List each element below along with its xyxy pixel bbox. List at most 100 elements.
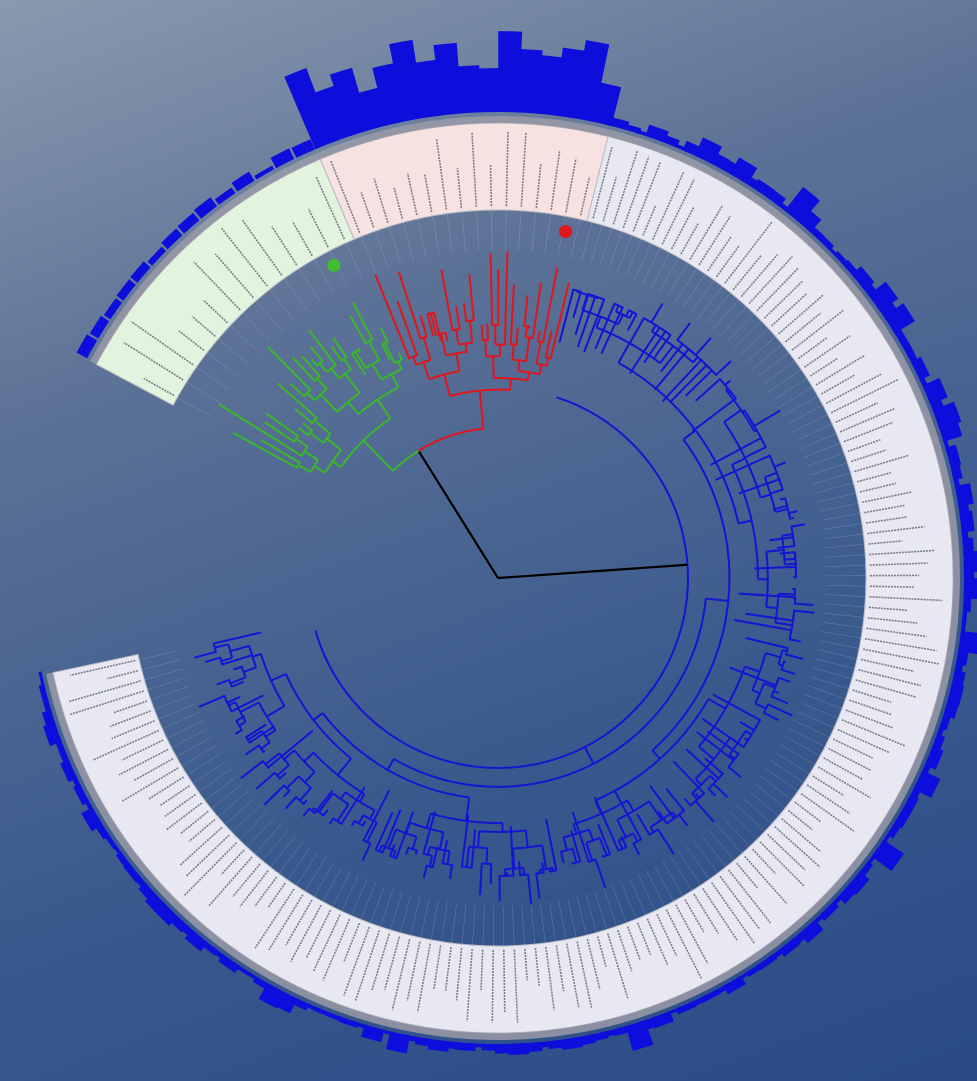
branch-stem [775,621,793,627]
branch-tip [629,326,661,374]
branch-arc [311,417,318,424]
branch-arc [293,749,316,773]
leaf-bar [161,228,183,250]
branch-tip [770,488,784,495]
branch-stem [303,751,315,763]
branch-arc [428,370,460,381]
branch-tip [694,337,712,357]
branch-stem [535,341,542,364]
leaf-guide-line [189,761,227,787]
branch-tip [729,666,777,687]
leaf-guide-line [344,239,363,280]
branch-stem [326,437,342,451]
leaf-guide-line [765,767,802,794]
branch-stem [708,698,726,710]
leaf-label [646,918,669,965]
branch-tip [230,694,264,713]
leaf-guide-line [806,451,848,467]
branch-tip [577,295,597,348]
branch-stem [485,847,489,864]
branch-tip [233,432,298,469]
leaf-label [550,150,561,210]
leaf-label [830,378,899,414]
leaf-bar [38,671,46,692]
leaf-guide-line [775,752,814,777]
leaf-label [424,174,433,213]
branch-tip [654,334,672,358]
branch-arc [395,828,417,838]
leaf-label [707,235,732,272]
leaf-bar [116,279,136,301]
branch-stem [295,437,309,448]
leaf-guide-line [476,206,480,251]
branch-tip [431,846,439,869]
leaf-guide-line [814,481,858,494]
leaf-guide-line [697,283,726,319]
leaf-guide-line [549,901,557,946]
leaf-label [812,775,845,797]
branch-tip [245,723,267,739]
branch-arc [408,354,418,360]
leaf-guide-line [780,744,819,768]
branch-stem [651,324,657,332]
leaf-label [839,407,896,433]
branch-arc [536,362,547,367]
leaf-label [759,841,805,887]
leaf-label [809,357,839,377]
leaf-label [107,669,138,680]
leaf-guide-line [682,270,709,308]
leaf-guide-line [778,384,817,408]
leaf-guide-line [505,206,507,251]
branch-tip [515,327,519,346]
leaf-label [823,757,863,781]
leaf-guide-line [708,829,737,864]
leaf-label [670,206,695,250]
leaf-label [143,377,175,397]
leaf-bar [76,334,98,359]
leaf-guide-line [373,227,389,269]
leaf-guide-line [705,289,734,325]
leaf-label [164,793,196,818]
leaf-guide-line [296,264,321,303]
leaf-guide-line [712,296,742,331]
branch-stem [238,720,247,727]
leaf-label [391,939,411,1011]
branch-tip [449,864,454,879]
branch-arc [423,852,433,857]
leaf-label [781,818,822,853]
leaf-guide-line [539,903,547,947]
branch-tip [405,846,410,855]
branch-stem [484,339,488,357]
leaf-guide-line [461,207,466,252]
leaf-label [847,438,881,453]
leaf-label [851,449,887,463]
leaf-label [826,373,882,404]
branch-stem [332,460,342,468]
branch-stem [426,846,431,856]
branch-stem [422,337,432,361]
leaf-guide-line [735,803,768,835]
leaf-label [471,132,478,207]
leaf-guide-line [642,244,663,284]
leaf-bar [456,65,481,114]
branch-stem [465,846,470,868]
branch-tip [685,748,720,780]
leaf-guide-line [617,231,634,273]
leaf-guide-line [817,491,860,503]
branch-tip [712,782,728,798]
branch-stem [651,749,661,760]
branch-stem [760,493,771,499]
branch-stem [392,850,397,858]
leaf-label [565,158,577,213]
branch-tip [216,678,231,686]
branch-stem [220,656,233,663]
branch-arc [314,388,328,402]
branch-tip [541,267,559,344]
leaf-label [121,739,164,761]
branch-tip [290,383,306,398]
branch-arc [351,348,360,355]
bar-ring [38,31,977,1055]
leaf-label [505,131,509,207]
leaf-bar [313,85,352,143]
